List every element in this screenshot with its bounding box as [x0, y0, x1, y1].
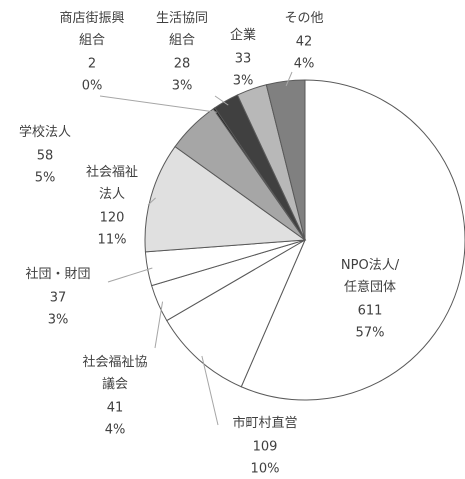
- slice-value: 611: [358, 304, 383, 319]
- leader-line: [99, 95, 217, 113]
- slice-value: 33: [235, 52, 252, 67]
- leader-line: [154, 301, 164, 349]
- slice-label: 社会福祉法人: [86, 164, 138, 202]
- slice-label: 市町村直営: [232, 415, 297, 431]
- slice-percent: 3%: [172, 79, 193, 94]
- pie-slice: [166, 238, 307, 388]
- pie-slice: [265, 79, 306, 241]
- slice-value: 41: [107, 401, 124, 416]
- slice-label: 生活協同組合: [156, 11, 208, 48]
- slice-label: 学校法人: [19, 124, 71, 140]
- slice-value: 42: [296, 35, 313, 50]
- slice-label: 商店街振興組合: [59, 11, 124, 48]
- slice-percent: 11%: [98, 233, 127, 248]
- leader-line: [107, 267, 153, 283]
- leader-line: [214, 95, 229, 106]
- slice-label: その他: [284, 11, 323, 26]
- slice-value: 58: [37, 149, 54, 164]
- slice-value: 120: [100, 211, 125, 226]
- slice-label: 企業: [230, 27, 256, 43]
- slice-label: 社団・財団: [25, 266, 90, 282]
- slice-value: 109: [253, 440, 278, 455]
- slice-percent: 4%: [105, 423, 126, 438]
- slice-value: 2: [88, 57, 96, 72]
- slice-percent: 0%: [82, 79, 103, 94]
- slice-percent: 4%: [294, 57, 315, 72]
- slice-value: 28: [174, 57, 191, 72]
- slice-percent: 5%: [35, 171, 56, 186]
- slice-percent: 3%: [233, 74, 254, 89]
- leader-line: [201, 355, 219, 426]
- pie-slice: [240, 79, 465, 401]
- slice-value: 37: [50, 291, 67, 306]
- slice-percent: 10%: [251, 462, 280, 477]
- slice-percent: 57%: [356, 326, 385, 341]
- pie-slice: [144, 145, 307, 253]
- slice-label: NPO法人/任意団体: [341, 258, 400, 295]
- slice-percent: 3%: [48, 313, 69, 328]
- leader-line: [147, 197, 156, 206]
- slice-label: 社会福祉協議会: [82, 354, 147, 392]
- leader-line: [285, 71, 293, 87]
